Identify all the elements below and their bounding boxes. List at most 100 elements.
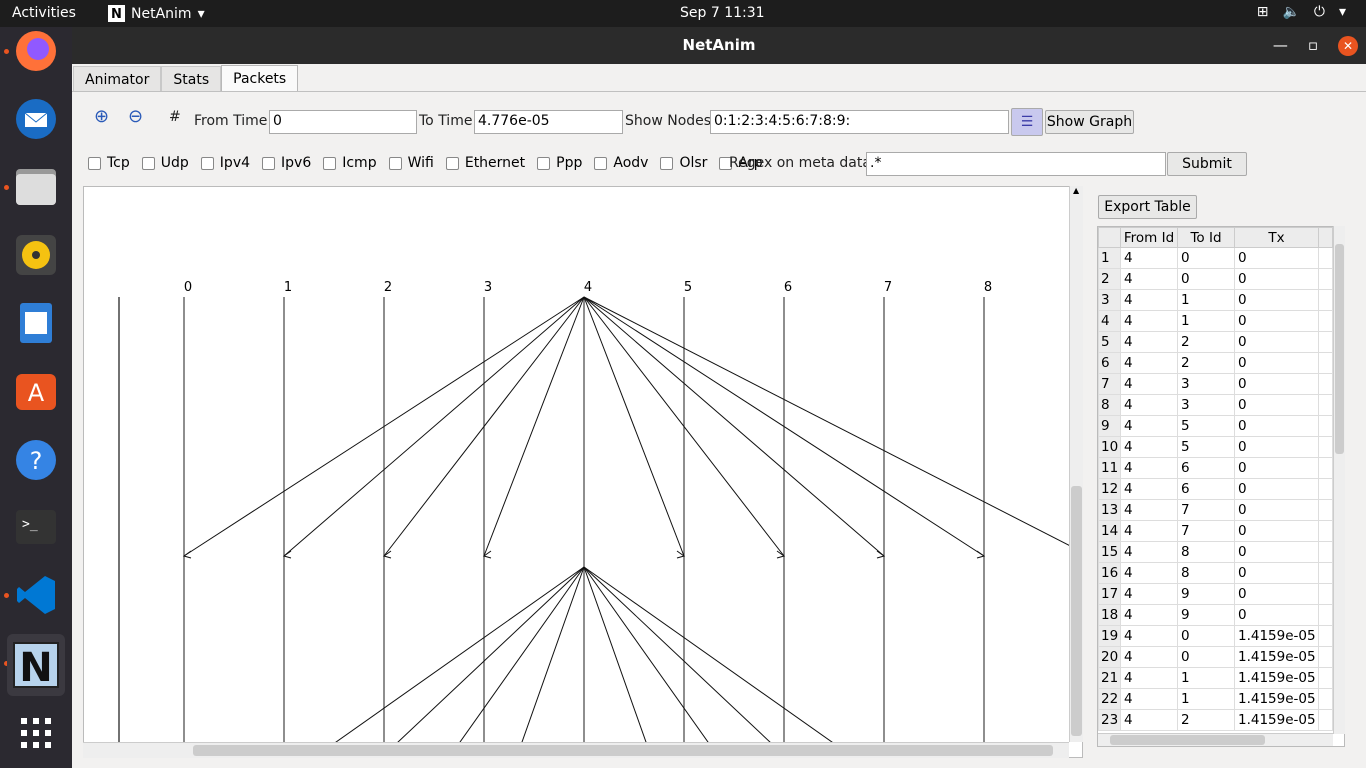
export-table-button[interactable]: Export Table (1098, 195, 1197, 219)
window-titlebar[interactable]: NetAnim — ▫ ✕ (72, 27, 1366, 64)
to-id-cell: 0 (1177, 247, 1235, 269)
filter-arp[interactable]: Arp (719, 155, 763, 171)
table-row[interactable]: 14 4 7 0 (1098, 520, 1333, 542)
checkbox[interactable] (660, 156, 674, 170)
to-time-input[interactable]: 4.776e-05 (474, 110, 623, 134)
rhythmbox-icon[interactable] (8, 227, 64, 283)
show-nodes-input[interactable]: 0:1:2:3:4:5:6:7:8:9: (710, 110, 1009, 134)
checkbox[interactable] (88, 156, 101, 170)
checkbox[interactable] (262, 156, 276, 170)
table-row[interactable]: 19 4 0 1.4159e-05 (1098, 625, 1333, 647)
zoom-in-icon[interactable]: ⊕ (94, 106, 110, 127)
graph-vertical-scrollbar[interactable]: ▲ (1069, 186, 1083, 742)
filter-ethernet[interactable]: Ethernet (445, 155, 525, 171)
svg-text:N: N (19, 645, 52, 688)
tab-packets[interactable]: Packets (221, 65, 299, 92)
scroll-thumb[interactable] (1071, 486, 1082, 736)
scroll-up-icon[interactable]: ▲ (1073, 186, 1080, 195)
netanim-dock-icon[interactable]: N (7, 634, 65, 696)
checkbox[interactable] (537, 156, 551, 170)
graph-horizontal-scrollbar[interactable] (83, 742, 1069, 758)
table-row[interactable]: 12 4 6 0 (1098, 478, 1333, 500)
activities-button[interactable]: Activities (12, 5, 76, 21)
help-icon[interactable]: ? (8, 432, 64, 488)
column-header-to-id[interactable]: To Id (1177, 227, 1235, 248)
checkbox[interactable] (719, 156, 733, 170)
checkbox[interactable] (200, 156, 214, 170)
minimize-icon[interactable]: — (1272, 36, 1288, 54)
node-label-1: 1 (284, 280, 292, 295)
vscode-icon[interactable] (8, 567, 64, 623)
filter-ppp[interactable]: Ppp (537, 155, 582, 171)
row-number: 5 (1098, 331, 1121, 353)
table-row[interactable]: 17 4 9 0 (1098, 583, 1333, 605)
filter-ipv4[interactable]: Ipv4 (200, 155, 250, 171)
table-row[interactable]: 18 4 9 0 (1098, 604, 1333, 626)
filter-aodv[interactable]: Aodv (594, 155, 648, 171)
filter-wifi[interactable]: Wifi (388, 155, 434, 171)
filter-icmp[interactable]: Icmp (323, 155, 377, 171)
filter-ipv6[interactable]: Ipv6 (262, 155, 311, 171)
node-list-icon[interactable]: ☰ (1011, 108, 1043, 136)
show-graph-button[interactable]: Show Graph (1045, 110, 1134, 134)
terminal-icon[interactable]: >_ (8, 499, 64, 555)
table-row[interactable]: 13 4 7 0 (1098, 499, 1333, 521)
scroll-thumb[interactable] (1335, 244, 1344, 454)
checkbox[interactable] (594, 156, 608, 170)
checkbox[interactable] (445, 156, 459, 170)
table-row[interactable]: 16 4 8 0 (1098, 562, 1333, 584)
filter-olsr[interactable]: Olsr (660, 155, 707, 171)
system-tray[interactable]: ⊞ 🔈 ⏻ ▾ (1257, 4, 1346, 20)
filter-label: Icmp (342, 155, 377, 171)
files-icon[interactable] (8, 159, 64, 215)
checkbox[interactable] (323, 156, 337, 170)
from-id-cell: 4 (1120, 604, 1178, 626)
maximize-icon[interactable]: ▫ (1307, 36, 1318, 54)
table-row[interactable]: 20 4 0 1.4159e-05 (1098, 646, 1333, 668)
packet-arrow-to-7 (583, 296, 885, 557)
close-icon[interactable]: ✕ (1338, 35, 1358, 56)
table-row[interactable]: 21 4 1 1.4159e-05 (1098, 667, 1333, 689)
clock[interactable]: Sep 7 11:31 (680, 5, 765, 21)
zoom-out-icon[interactable]: ⊖ (128, 106, 144, 127)
table-horizontal-scrollbar[interactable] (1098, 733, 1333, 746)
packet-line-second-wave-1 (381, 566, 585, 757)
table-row[interactable]: 15 4 8 0 (1098, 541, 1333, 563)
checkbox[interactable] (141, 156, 155, 170)
thunderbird-icon[interactable] (8, 91, 64, 147)
column-header-next[interactable] (1318, 227, 1333, 248)
table-row[interactable]: 11 4 6 0 (1098, 457, 1333, 479)
libreoffice-writer-icon[interactable] (8, 295, 64, 351)
firefox-icon[interactable] (8, 23, 64, 79)
app-center-icon[interactable]: A (8, 363, 64, 419)
submit-button[interactable]: Submit (1167, 152, 1247, 176)
app-menu[interactable]: N NetAnim ▾ (108, 5, 205, 22)
filter-tcp[interactable]: Tcp (88, 155, 130, 171)
scroll-thumb[interactable] (1110, 735, 1265, 745)
regex-input[interactable]: .* (866, 152, 1166, 176)
packet-line-second-wave-0 (313, 566, 585, 757)
checkbox[interactable] (388, 156, 402, 170)
column-header-tx[interactable]: Tx (1234, 227, 1319, 248)
table-row[interactable]: 22 4 1 1.4159e-05 (1098, 688, 1333, 710)
table-row[interactable]: 10 4 5 0 (1098, 436, 1333, 458)
from-time-input[interactable]: 0 (269, 110, 417, 134)
column-header-from-id[interactable]: From Id (1120, 227, 1178, 248)
table-row[interactable]: 23 4 2 1.4159e-05 (1098, 709, 1333, 731)
show-apps-icon[interactable] (8, 705, 64, 761)
table-vertical-scrollbar[interactable] (1333, 226, 1345, 734)
filter-udp[interactable]: Udp (141, 155, 189, 171)
tab-stats[interactable]: Stats (161, 66, 222, 92)
grid-icon[interactable]: # (169, 109, 181, 125)
tab-animator[interactable]: Animator (73, 66, 162, 92)
scroll-thumb[interactable] (193, 745, 1053, 756)
